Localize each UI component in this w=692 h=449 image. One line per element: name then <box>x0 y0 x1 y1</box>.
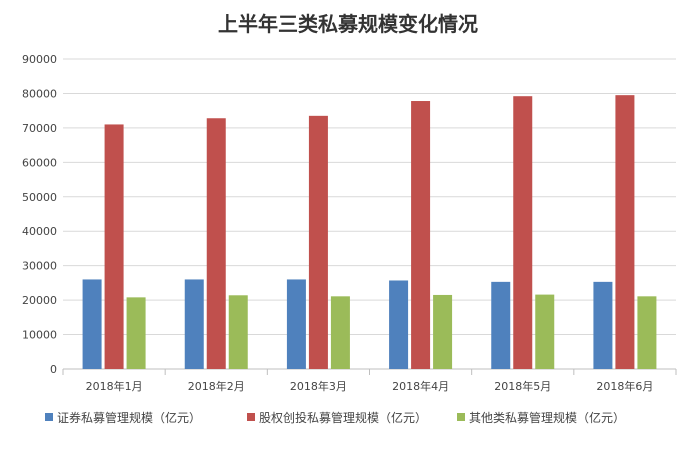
bar <box>389 280 409 369</box>
legend-label: 股权创投私募管理规模（亿元） <box>259 410 427 425</box>
bar <box>535 294 555 369</box>
bar <box>184 279 204 369</box>
y-tick-label: 40000 <box>22 225 57 238</box>
bar <box>286 279 306 369</box>
y-tick-label: 50000 <box>22 191 57 204</box>
x-tick-label: 2018年1月 <box>86 379 143 393</box>
y-tick-label: 10000 <box>22 329 57 342</box>
x-tick-label: 2018年3月 <box>290 379 347 393</box>
y-tick-label: 20000 <box>22 294 57 307</box>
legend: 证券私募管理规模（亿元） 股权创投私募管理规模（亿元） 其他类私募管理规模（亿元） <box>45 410 625 425</box>
bar <box>206 118 226 369</box>
legend-swatch <box>457 413 465 421</box>
y-tick-label: 90000 <box>22 53 57 66</box>
bars <box>82 95 657 370</box>
chart-title: 上半年三类私募规模变化情况 <box>218 12 478 36</box>
bar <box>104 124 124 369</box>
bar <box>228 295 248 369</box>
y-tick-label: 70000 <box>22 122 57 135</box>
y-tick-label: 30000 <box>22 260 57 273</box>
legend-label: 证券私募管理规模（亿元） <box>57 410 201 425</box>
bar <box>637 296 657 369</box>
bar <box>491 281 511 369</box>
legend-label: 其他类私募管理规模（亿元） <box>469 410 625 425</box>
bar <box>433 294 453 369</box>
legend-swatch <box>45 413 53 421</box>
bar <box>411 101 431 370</box>
y-axis: 0 10000 20000 30000 40000 50000 60000 70000 8000… <box>22 53 57 376</box>
y-tick-label: 60000 <box>22 156 57 169</box>
y-tick-label: 0 <box>50 363 57 376</box>
bar <box>308 115 328 369</box>
bar <box>126 297 146 369</box>
gridlines <box>63 58 676 370</box>
y-tick-label: 80000 <box>22 87 57 100</box>
x-tick-label: 2018年2月 <box>188 379 245 393</box>
bar <box>615 95 635 370</box>
bar <box>593 281 613 369</box>
legend-swatch <box>247 413 255 421</box>
bar <box>82 279 102 369</box>
x-tick-label: 2018年5月 <box>494 379 551 393</box>
x-tick-label: 2018年4月 <box>392 379 449 393</box>
x-tick-label: 2018年6月 <box>596 379 653 393</box>
x-axis: 2018年1月 2018年2月 2018年3月 2018年4月 2018年5月 2018年… <box>62 369 677 393</box>
bar <box>330 296 350 369</box>
bar <box>513 96 533 369</box>
